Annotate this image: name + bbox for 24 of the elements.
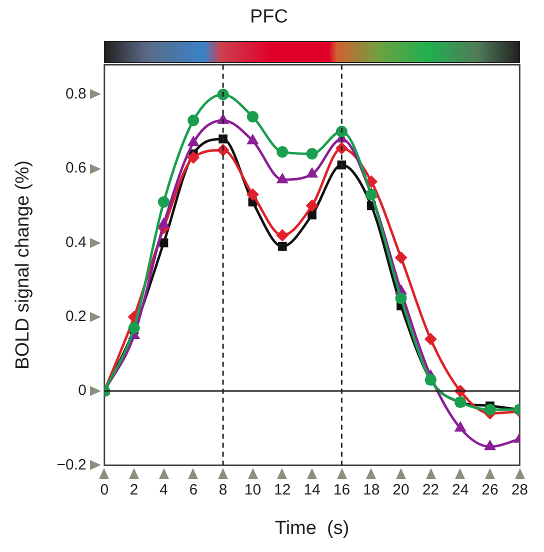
x-tick-label: 28 — [511, 481, 528, 498]
y-tick-label: 0.6 — [66, 160, 86, 177]
x-tick-label: 12 — [274, 481, 291, 498]
y-tick-label: −0.2 — [56, 456, 86, 474]
x-tick-label: 8 — [218, 481, 228, 498]
chart-title: PFC — [250, 6, 288, 28]
x-tick-label: 4 — [160, 481, 168, 498]
y-tick-label: 0.2 — [66, 308, 86, 326]
x-axis-title: Time (s) — [274, 518, 350, 539]
x-tick-label: 2 — [130, 481, 138, 498]
x-tick-label: 6 — [189, 481, 198, 498]
y-tick-label: 0 — [78, 382, 86, 400]
x-tick-label: 10 — [244, 481, 262, 498]
y-tick-label: 0.4 — [66, 234, 86, 251]
y-axis-title: BOLD signal change (%) — [12, 160, 34, 370]
x-tick-label: 22 — [422, 481, 440, 498]
x-tick-label: 14 — [304, 481, 320, 498]
x-tick-label: 0 — [100, 481, 109, 498]
x-tick-label: 18 — [363, 481, 380, 498]
y-tick-label: 0.8 — [66, 86, 86, 103]
x-tick-label: 16 — [333, 481, 350, 498]
x-tick-label: 24 — [452, 481, 469, 498]
x-tick-label: 26 — [482, 481, 498, 498]
x-tick-label: 20 — [392, 481, 410, 498]
